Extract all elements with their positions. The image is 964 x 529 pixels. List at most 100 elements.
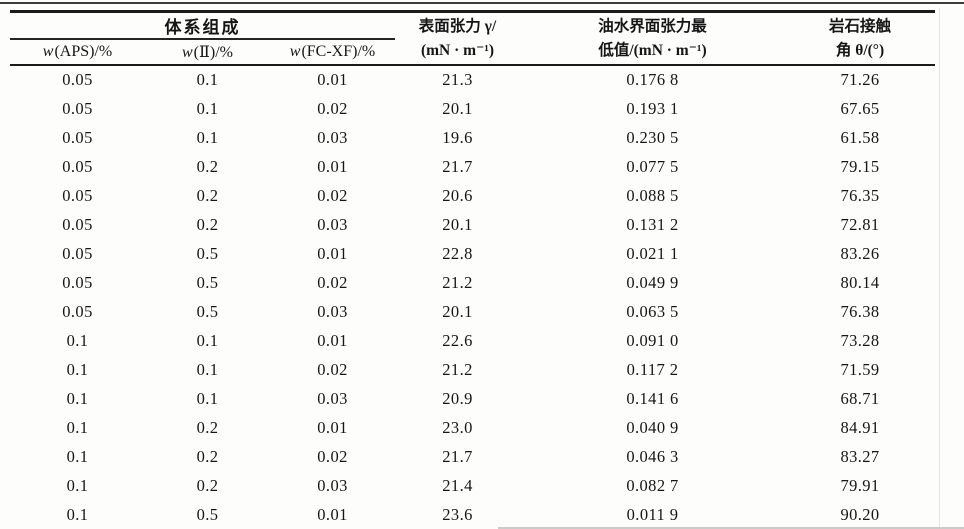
table-row: 0.05 0.2 0.01 21.7 0.077 5 79.15 — [10, 152, 935, 181]
table-cell: 71.26 — [840, 70, 880, 89]
table-cell: 0.1 — [66, 417, 89, 437]
table-cell: 20.1 — [442, 214, 473, 234]
table-cell: 0.1 — [196, 388, 219, 408]
header-w-ii-rest: (Ⅱ)/% — [193, 44, 233, 61]
table-body: 0.05 0.1 0.01 21.3 0.176 8 71.26 0.05 0.1 0.02 20… — [10, 65, 935, 529]
header-w-fcxf: w(FC-XF)/% — [270, 39, 396, 66]
table-cell: 71.59 — [840, 359, 880, 379]
table-cell: 0.193 1 — [626, 98, 679, 118]
table-cell: 0.1 — [196, 98, 219, 118]
table-cell: 0.082 7 — [626, 475, 679, 495]
table-cell: 0.01 — [317, 156, 348, 176]
table-cell: 0.5 — [196, 272, 219, 292]
table-cell: 0.131 2 — [626, 214, 679, 234]
table-cell: 0.5 — [196, 243, 219, 263]
table-cell: 0.176 8 — [626, 70, 679, 89]
table-cell: 68.71 — [840, 388, 880, 408]
table-row: 0.1 0.1 0.02 21.2 0.117 2 71.59 — [10, 355, 935, 384]
table-cell: 20.1 — [442, 301, 473, 321]
table-cell: 0.2 — [196, 475, 219, 495]
table-cell: 22.6 — [442, 330, 473, 350]
table-cell: 0.040 9 — [626, 417, 679, 437]
table-cell: 21.2 — [442, 359, 473, 379]
table-cell: 0.05 — [62, 214, 93, 234]
table-row: 0.05 0.5 0.01 22.8 0.021 1 83.26 — [10, 239, 935, 268]
scan-right-edge-line — [939, 8, 940, 529]
table-cell: 0.1 — [196, 127, 219, 147]
table-cell: 0.117 2 — [626, 359, 679, 379]
table-cell: 79.15 — [840, 156, 880, 176]
header-w-ii: w(Ⅱ)/% — [145, 39, 270, 66]
table-cell: 72.81 — [840, 214, 880, 234]
header-interfacial-tension: 油水界面张力最 低值/(mN · m⁻¹) — [520, 11, 786, 66]
table-cell: 0.091 0 — [626, 330, 679, 350]
table-cell: 90.20 — [840, 504, 880, 524]
table-cell: 0.1 — [66, 359, 89, 379]
header-interfacial-tension-line1: 油水界面张力最 — [598, 18, 707, 36]
table-cell: 0.2 — [196, 417, 219, 437]
table-cell: 0.05 — [62, 272, 93, 292]
table-cell: 21.7 — [442, 156, 473, 176]
table-cell: 0.02 — [317, 185, 348, 205]
header-interfacial-tension-line2: 低值/(mN · m⁻¹) — [598, 41, 707, 59]
table-cell: 67.65 — [840, 98, 880, 118]
table-cell: 0.02 — [317, 98, 348, 118]
table-cell: 76.35 — [840, 185, 880, 205]
table-cell: 0.05 — [62, 243, 93, 263]
table-cell: 0.02 — [317, 272, 348, 292]
table-row: 0.05 0.1 0.02 20.1 0.193 1 67.65 — [10, 94, 935, 123]
page-top-rule — [0, 2, 964, 4]
table-row: 0.1 0.1 0.01 22.6 0.091 0 73.28 — [10, 326, 935, 355]
table-cell: 23.6 — [442, 504, 473, 524]
table-cell: 0.049 9 — [626, 272, 679, 292]
table-cell: 0.2 — [196, 185, 219, 205]
table-cell: 0.1 — [196, 359, 219, 379]
table-row: 0.05 0.2 0.02 20.6 0.088 5 76.35 — [10, 181, 935, 210]
table-cell: 20.1 — [442, 98, 473, 118]
table-cell: 19.6 — [442, 127, 473, 147]
table-cell: 0.01 — [317, 330, 348, 350]
header-w-aps: w(APS)/% — [10, 39, 145, 66]
table-cell: 0.1 — [66, 475, 89, 495]
table-cell: 0.011 9 — [626, 504, 679, 524]
table-row: 0.1 0.5 0.01 23.6 0.011 9 90.20 — [10, 500, 935, 529]
table-header: 体系组成 表面张力 γ/ (mN · m⁻¹) 油水界面张力最 低值/(mN ·… — [10, 11, 936, 66]
table-row: 0.1 0.1 0.03 20.9 0.141 6 68.71 — [10, 384, 935, 413]
table-cell: 21.2 — [442, 272, 473, 292]
header-contact-angle: 岩石接触 角 θ/(°) — [785, 11, 936, 66]
table-cell: 0.1 — [196, 70, 219, 89]
table-cell: 0.2 — [196, 214, 219, 234]
table-row: 0.05 0.5 0.02 21.2 0.049 9 80.14 — [10, 268, 935, 297]
table-cell: 0.03 — [317, 127, 348, 147]
table-cell: 21.3 — [442, 70, 473, 89]
table-cell: 80.14 — [840, 272, 880, 292]
table-cell: 0.088 5 — [626, 185, 679, 205]
table-cell: 0.2 — [196, 156, 219, 176]
table-cell: 61.58 — [840, 127, 880, 147]
table-cell: 0.046 3 — [626, 446, 679, 466]
table-cell: 0.01 — [317, 70, 348, 89]
table-row: 0.05 0.2 0.03 20.1 0.131 2 72.81 — [10, 210, 935, 239]
table-row: 0.05 0.1 0.01 21.3 0.176 8 71.26 — [10, 65, 935, 94]
header-row-sub: w(APS)/% w(Ⅱ)/% w(FC-XF)/% — [10, 39, 935, 66]
table-continuation-faint-rule — [498, 527, 964, 529]
table-cell: 20.6 — [442, 185, 473, 205]
table-cell: 0.01 — [317, 243, 348, 263]
table-row: 0.1 0.2 0.03 21.4 0.082 7 79.91 — [10, 471, 935, 500]
table-cell: 0.03 — [317, 214, 348, 234]
header-w-ii-var: w — [182, 44, 193, 61]
header-surface-tension-line2: (mN · m⁻¹) — [420, 41, 495, 59]
table-cell: 0.5 — [196, 301, 219, 321]
table-cell: 0.1 — [66, 446, 89, 466]
table-cell: 0.02 — [317, 359, 348, 379]
table-cell: 0.02 — [317, 446, 348, 466]
table-row: 0.05 0.1 0.03 19.6 0.230 5 61.58 — [10, 123, 935, 152]
table-cell: 73.28 — [840, 330, 880, 350]
header-contact-angle-line2: 角 θ/(°) — [835, 41, 885, 59]
table-cell: 22.8 — [442, 243, 473, 263]
table-cell: 0.1 — [66, 330, 89, 350]
table-cell: 0.141 6 — [626, 388, 679, 408]
table-cell: 20.9 — [442, 388, 473, 408]
table-row: 0.1 0.2 0.02 21.7 0.046 3 83.27 — [10, 442, 935, 471]
